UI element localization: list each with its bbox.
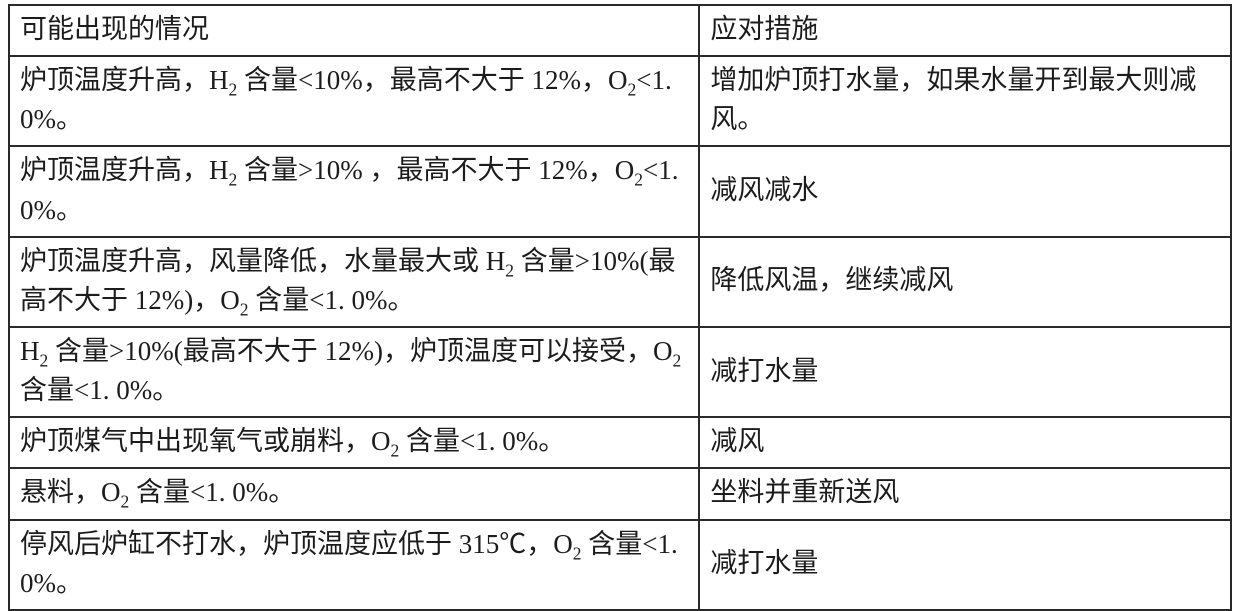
cell-situation: H2 含量>10%(最高不大于 12%)，炉顶温度可以接受，O2 含量<1. 0… [9, 327, 699, 417]
table-row: 炉顶煤气中出现氧气或崩料，O2 含量<1. 0%。 减风 [9, 417, 1231, 468]
cell-measure: 坐料并重新送风 [699, 468, 1231, 519]
cell-situation: 停风后炉缸不打水，炉顶温度应低于 315℃，O2 含量<1. 0%。 [9, 520, 699, 610]
cell-measure: 减打水量 [699, 327, 1231, 417]
cell-measure: 增加炉顶打水量，如果水量开到最大则减风。 [699, 56, 1231, 146]
cell-situation: 炉顶温度升高，H2 含量>10% ，最高不大于 12%，O2<1. 0%。 [9, 146, 699, 236]
header-measure: 应对措施 [699, 5, 1231, 56]
cell-situation: 炉顶温度升高，H2 含量<10%，最高不大于 12%，O2<1. 0%。 [9, 56, 699, 146]
table-row: H2 含量>10%(最高不大于 12%)，炉顶温度可以接受，O2 含量<1. 0… [9, 327, 1231, 417]
table-row: 炉顶温度升高，H2 含量<10%，最高不大于 12%，O2<1. 0%。 增加炉… [9, 56, 1231, 146]
cell-measure: 减风减水 [699, 146, 1231, 236]
cell-measure: 减风 [699, 417, 1231, 468]
cell-measure: 减打水量 [699, 520, 1231, 610]
situations-table: 可能出现的情况 应对措施 炉顶温度升高，H2 含量<10%，最高不大于 12%，… [8, 4, 1232, 611]
cell-measure: 降低风温，继续减风 [699, 237, 1231, 327]
table-header-row: 可能出现的情况 应对措施 [9, 5, 1231, 56]
header-situation: 可能出现的情况 [9, 5, 699, 56]
cell-situation: 炉顶温度升高，风量降低，水量最大或 H2 含量>10%(最高不大于 12%)，O… [9, 237, 699, 327]
table-row: 炉顶温度升高，H2 含量>10% ，最高不大于 12%，O2<1. 0%。 减风… [9, 146, 1231, 236]
cell-situation: 炉顶煤气中出现氧气或崩料，O2 含量<1. 0%。 [9, 417, 699, 468]
cell-situation: 悬料，O2 含量<1. 0%。 [9, 468, 699, 519]
page: 可能出现的情况 应对措施 炉顶温度升高，H2 含量<10%，最高不大于 12%，… [0, 0, 1240, 609]
table-row: 炉顶温度升高，风量降低，水量最大或 H2 含量>10%(最高不大于 12%)，O… [9, 237, 1231, 327]
table-row: 停风后炉缸不打水，炉顶温度应低于 315℃，O2 含量<1. 0%。 减打水量 [9, 520, 1231, 610]
table-row: 悬料，O2 含量<1. 0%。 坐料并重新送风 [9, 468, 1231, 519]
